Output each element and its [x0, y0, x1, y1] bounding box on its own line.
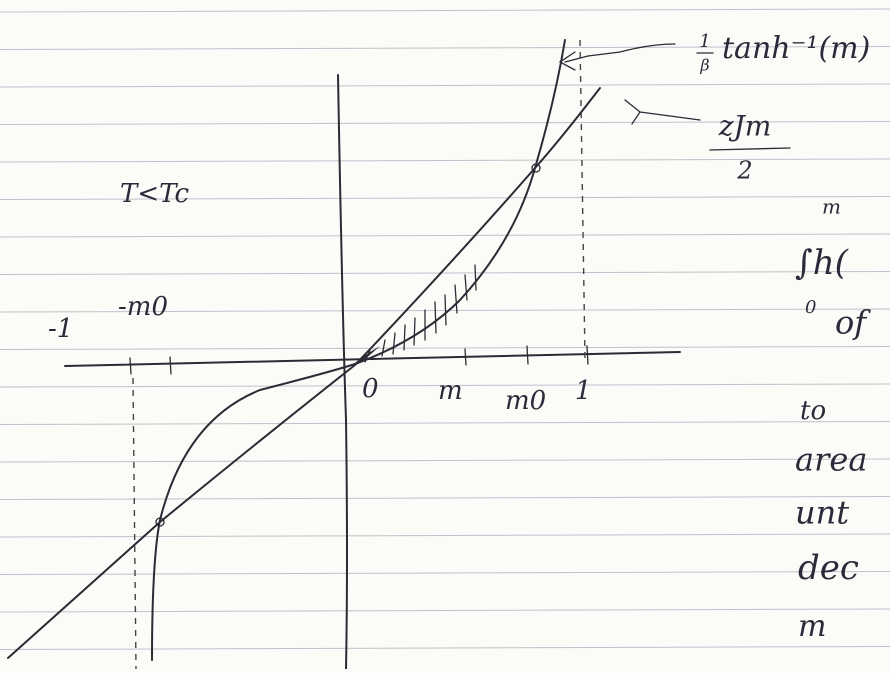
hatching — [365, 265, 476, 362]
ruled-line — [0, 572, 890, 575]
pointer-arrow — [625, 100, 700, 124]
ruled-lines — [0, 9, 890, 650]
axis-label: 1 — [575, 376, 592, 406]
side-note-line: to — [800, 396, 826, 426]
condition-label: T<Tc — [120, 179, 189, 209]
axis-label: m — [438, 376, 463, 406]
ruled-line — [0, 497, 890, 500]
axis-label: -m0 — [118, 292, 168, 322]
ruled-line — [0, 647, 890, 650]
ruled-line — [0, 534, 890, 537]
arctanh-curve — [152, 40, 565, 660]
ruled-line — [0, 609, 890, 612]
fraction-numerator: 1 — [699, 31, 710, 52]
side-note-line: 0 — [805, 297, 816, 318]
ruled-line — [0, 272, 890, 275]
ruled-line — [0, 347, 890, 350]
fraction-denominator: 2 — [736, 157, 752, 185]
fraction-denominator: β — [699, 56, 709, 75]
fraction-bar — [710, 148, 790, 150]
ruled-line — [0, 234, 890, 237]
side-note-line: m — [798, 609, 826, 644]
axis-label: m0 — [505, 386, 546, 416]
ruled-line — [0, 84, 890, 87]
side-note-line: of — [835, 304, 871, 342]
ruled-line — [0, 9, 890, 12]
side-note-line: m — [822, 195, 841, 219]
ruled-line — [0, 459, 890, 462]
side-note-line: area — [795, 441, 867, 479]
side-note-line: dec — [798, 548, 859, 588]
axis-label: -1 — [48, 314, 73, 344]
axis-label: 0 — [362, 374, 379, 404]
tanh-label: tanh⁻¹(m) — [722, 31, 870, 66]
side-note-line: unt — [795, 494, 849, 532]
side-note: m ∫h( 0 of to area unt dec m — [795, 195, 871, 645]
fraction-numerator: zJm — [718, 110, 772, 143]
side-note-line: ∫h( — [795, 243, 849, 283]
ruled-line — [0, 422, 890, 425]
notebook-page: 1 β tanh⁻¹(m) zJm 2 T<Tc -1 -m0 0 m m0 1… — [0, 0, 890, 669]
dashed-line — [133, 378, 136, 669]
ruled-line — [0, 159, 890, 162]
